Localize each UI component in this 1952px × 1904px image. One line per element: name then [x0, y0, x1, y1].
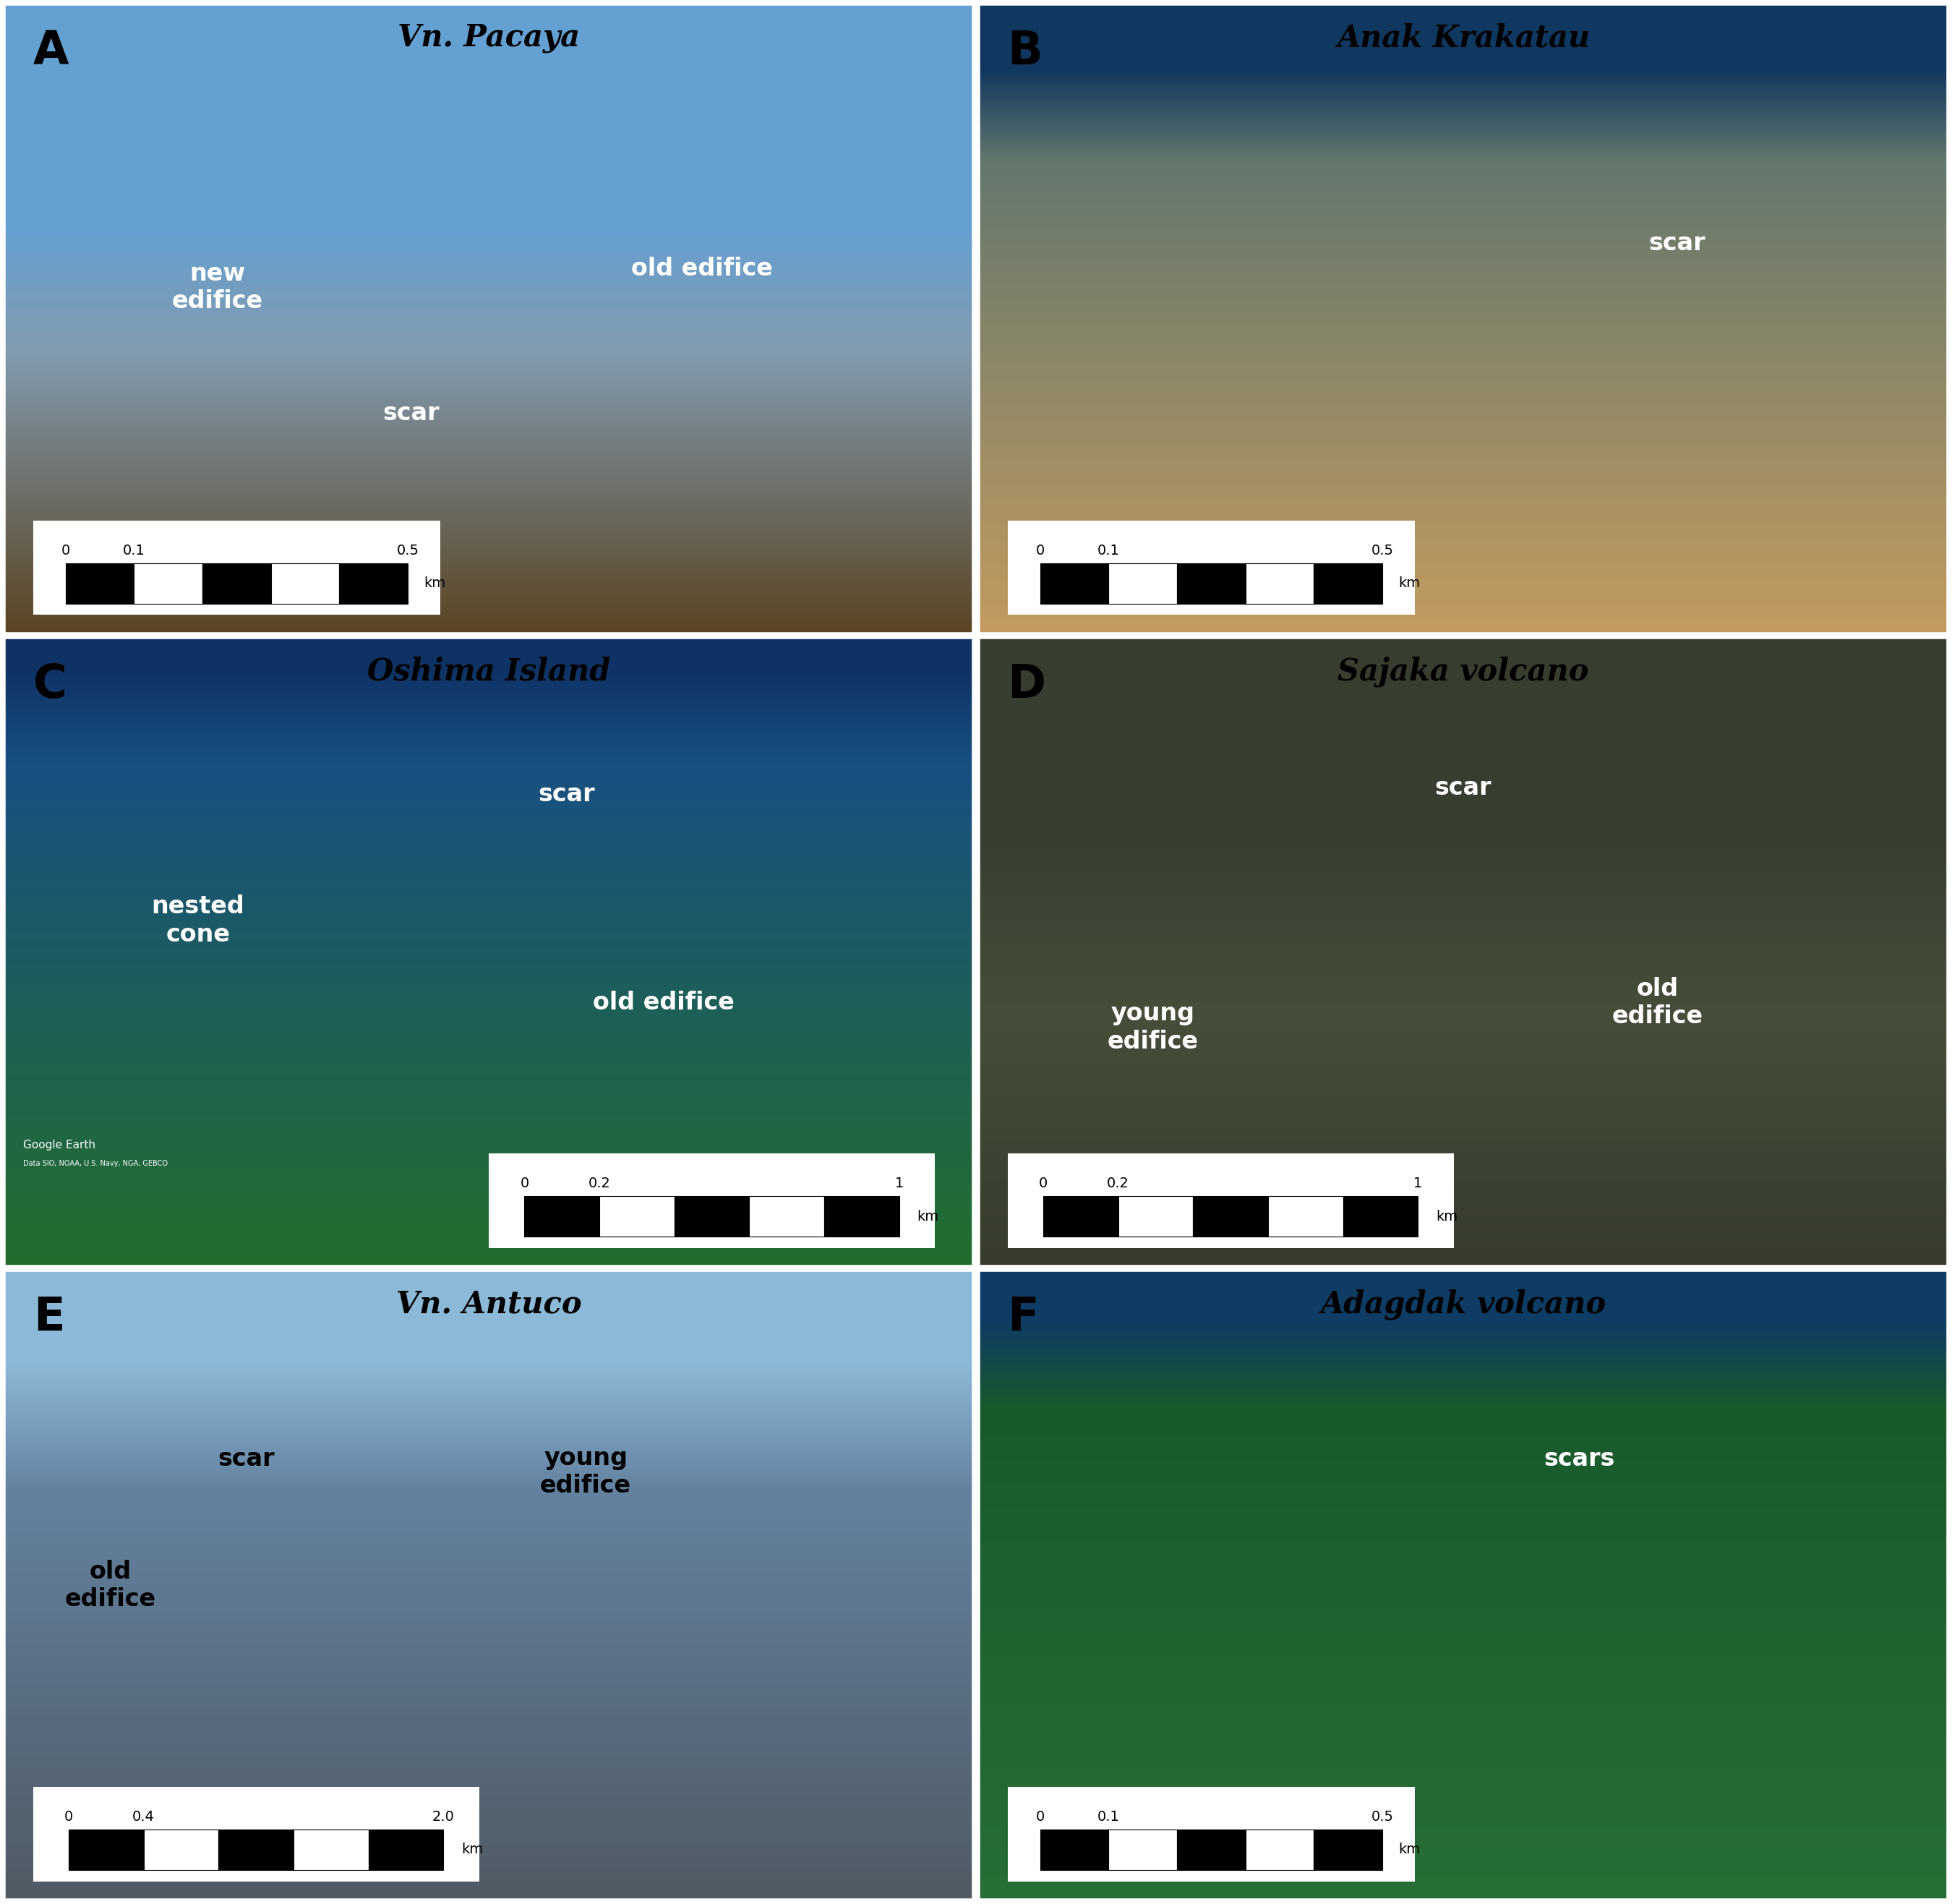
Text: 0.5: 0.5: [1370, 1811, 1394, 1824]
Bar: [1109, 1830, 1177, 1870]
Bar: [369, 1830, 443, 1870]
Text: km: km: [1398, 1843, 1421, 1856]
FancyBboxPatch shape: [33, 520, 441, 615]
FancyBboxPatch shape: [1007, 1154, 1454, 1249]
Bar: [293, 1830, 369, 1870]
Text: 0.2: 0.2: [1107, 1177, 1130, 1190]
Text: scar: scar: [383, 402, 439, 425]
Text: 2.0: 2.0: [431, 1811, 455, 1824]
Bar: [673, 1196, 750, 1238]
Bar: [1314, 564, 1382, 604]
FancyBboxPatch shape: [1007, 520, 1415, 615]
Text: 0.1: 0.1: [123, 543, 144, 558]
Text: F: F: [1007, 1295, 1038, 1340]
Bar: [340, 564, 408, 604]
Bar: [66, 564, 135, 604]
Text: 0.2: 0.2: [588, 1177, 611, 1190]
Bar: [750, 1196, 824, 1238]
Bar: [1245, 564, 1314, 604]
Bar: [599, 1196, 673, 1238]
Text: 0.1: 0.1: [1097, 543, 1120, 558]
Text: A: A: [33, 29, 68, 74]
Text: scars: scars: [1544, 1447, 1614, 1472]
Text: km: km: [917, 1209, 939, 1224]
Text: old
edifice: old edifice: [64, 1559, 156, 1611]
Text: Google Earth: Google Earth: [23, 1140, 96, 1150]
FancyBboxPatch shape: [33, 1786, 478, 1881]
Bar: [1118, 1196, 1193, 1238]
Text: 1: 1: [1413, 1177, 1423, 1190]
Bar: [824, 1196, 900, 1238]
Bar: [1040, 1830, 1109, 1870]
Text: 0.5: 0.5: [1370, 543, 1394, 558]
Text: Data SIO, NOAA, U.S. Navy, NGA, GEBCO: Data SIO, NOAA, U.S. Navy, NGA, GEBCO: [23, 1160, 168, 1167]
Text: 0: 0: [1037, 1811, 1044, 1824]
Text: 0: 0: [1037, 543, 1044, 558]
Bar: [135, 564, 203, 604]
FancyBboxPatch shape: [488, 1154, 935, 1249]
Text: young
edifice: young edifice: [1107, 1002, 1199, 1053]
Text: scar: scar: [219, 1447, 275, 1472]
Text: Sajaka volcano: Sajaka volcano: [1337, 655, 1589, 687]
Text: 0: 0: [519, 1177, 529, 1190]
Text: old edifice: old edifice: [630, 257, 773, 280]
Text: km: km: [1437, 1209, 1458, 1224]
Bar: [271, 564, 340, 604]
Bar: [1040, 564, 1109, 604]
Text: scar: scar: [1647, 230, 1704, 255]
Text: scar: scar: [539, 783, 595, 807]
Bar: [1177, 564, 1245, 604]
Text: E: E: [33, 1295, 64, 1340]
Text: km: km: [1398, 577, 1421, 590]
Bar: [1109, 564, 1177, 604]
Text: Adagdak volcano: Adagdak volcano: [1320, 1289, 1606, 1319]
Text: new
edifice: new edifice: [172, 261, 264, 312]
Text: Vn. Antuco: Vn. Antuco: [396, 1289, 582, 1319]
Text: Oshima Island: Oshima Island: [367, 655, 611, 685]
Text: 0: 0: [1038, 1177, 1048, 1190]
Bar: [1269, 1196, 1343, 1238]
Text: 1: 1: [894, 1177, 904, 1190]
Text: nested
cone: nested cone: [152, 895, 244, 946]
Text: B: B: [1007, 29, 1042, 74]
Bar: [1193, 1196, 1269, 1238]
Bar: [203, 564, 271, 604]
Bar: [1343, 1196, 1417, 1238]
Bar: [144, 1830, 219, 1870]
FancyBboxPatch shape: [1007, 1786, 1415, 1881]
Bar: [525, 1196, 599, 1238]
Text: old
edifice: old edifice: [1612, 977, 1702, 1028]
Text: Vn. Pacaya: Vn. Pacaya: [398, 23, 580, 53]
Bar: [219, 1830, 293, 1870]
Text: km: km: [461, 1843, 482, 1856]
Bar: [1245, 1830, 1314, 1870]
Text: km: km: [424, 577, 445, 590]
Text: young
edifice: young edifice: [541, 1445, 630, 1498]
Text: scar: scar: [1435, 777, 1491, 800]
Text: 0.4: 0.4: [133, 1811, 154, 1824]
Text: 0.5: 0.5: [396, 543, 420, 558]
Text: old edifice: old edifice: [593, 990, 734, 1015]
Text: Anak Krakatau: Anak Krakatau: [1337, 23, 1589, 53]
Text: D: D: [1007, 663, 1046, 706]
Text: 0: 0: [64, 1811, 72, 1824]
Bar: [1042, 1196, 1118, 1238]
Bar: [1177, 1830, 1245, 1870]
Bar: [68, 1830, 144, 1870]
Text: 0.1: 0.1: [1097, 1811, 1120, 1824]
Bar: [1314, 1830, 1382, 1870]
Text: 0: 0: [61, 543, 70, 558]
Text: C: C: [33, 663, 66, 706]
